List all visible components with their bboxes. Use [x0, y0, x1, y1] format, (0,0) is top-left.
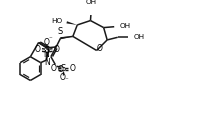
Text: HO: HO	[51, 18, 62, 24]
Text: O: O	[59, 73, 65, 82]
Text: O: O	[43, 38, 49, 47]
Text: OH: OH	[134, 34, 145, 40]
Text: O: O	[35, 46, 41, 54]
Text: S: S	[61, 64, 66, 73]
Text: S: S	[45, 46, 50, 55]
Text: ⁻: ⁻	[65, 78, 69, 84]
Text: O: O	[51, 64, 57, 73]
Text: O: O	[53, 46, 59, 54]
Text: OH: OH	[86, 0, 97, 5]
Text: N: N	[45, 58, 50, 66]
Text: O: O	[96, 44, 102, 53]
Text: S: S	[57, 27, 62, 36]
Polygon shape	[67, 21, 77, 25]
Polygon shape	[60, 36, 73, 39]
Text: O: O	[57, 65, 63, 74]
Text: ⁻: ⁻	[49, 36, 53, 42]
Text: O: O	[69, 64, 75, 73]
Text: N: N	[44, 50, 49, 59]
Text: OH: OH	[119, 23, 131, 29]
